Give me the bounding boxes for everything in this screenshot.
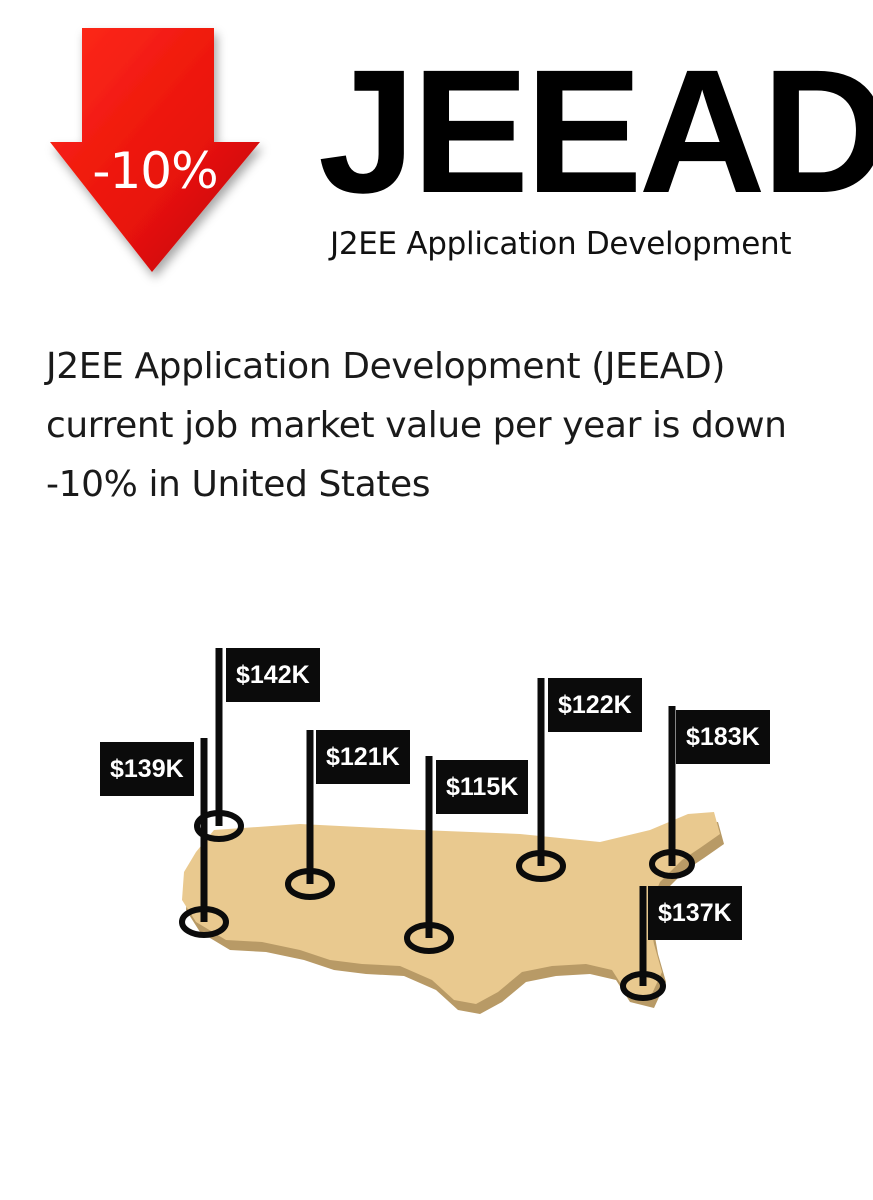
pin-label: $139K xyxy=(100,742,194,796)
description-line-2: current job market value per year is dow… xyxy=(46,405,787,446)
pin-label: $142K xyxy=(226,648,320,702)
pin-label: $137K xyxy=(648,886,742,940)
page-subtitle: J2EE Application Development xyxy=(330,226,792,262)
us-map-icon xyxy=(179,648,724,1014)
description-text: J2EE Application Development (JEEAD) cur… xyxy=(46,337,846,514)
description-line-3: -10% in United States xyxy=(46,464,431,505)
us-salary-map: $142K $139K $121K $115K $122K $183K $137… xyxy=(0,620,873,1040)
pin-label: $122K xyxy=(548,678,642,732)
pin-label: $115K xyxy=(436,760,529,814)
pin-label: $121K xyxy=(316,730,410,784)
change-percent: -10% xyxy=(92,142,218,200)
pin-label: $183K xyxy=(676,710,770,764)
down-arrow-icon xyxy=(50,28,260,272)
down-arrow-badge: -10% xyxy=(30,20,280,290)
page-title: JEEAD xyxy=(318,34,873,230)
description-line-1: J2EE Application Development (JEEAD) xyxy=(46,346,725,387)
